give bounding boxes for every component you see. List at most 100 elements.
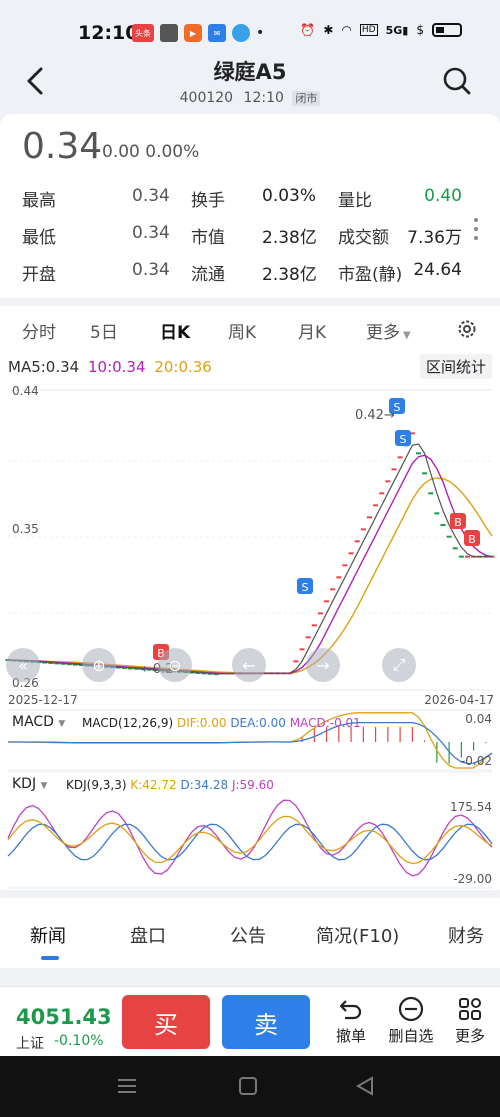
zoom-in-icon[interactable]: ⊕ xyxy=(82,648,116,682)
period-tabs: 分时 5日 日K 周K 月K 更多 ▼ xyxy=(0,300,500,350)
stat-value: 0.34 xyxy=(132,223,170,243)
kdj-k: K:42.72 xyxy=(130,778,177,792)
candle xyxy=(348,552,354,555)
tab-orderbook[interactable]: 盘口 xyxy=(130,926,166,947)
tab-5day[interactable]: 5日 xyxy=(90,323,118,343)
stats-row: 最高 0.34 换手 0.03% 量比 0.40 xyxy=(22,186,472,223)
tab-daily-k[interactable]: 日K xyxy=(160,323,191,343)
stat-label: 市值 xyxy=(191,228,225,248)
candle xyxy=(360,528,366,531)
scroll-start-icon[interactable]: « xyxy=(6,648,40,682)
tab-financials[interactable]: 财务 xyxy=(448,926,484,947)
signal-s-marker[interactable]: S xyxy=(389,398,405,414)
candle xyxy=(342,564,348,567)
candle xyxy=(354,540,360,543)
current-price: 0.34 xyxy=(22,126,103,167)
candle xyxy=(391,468,397,471)
macd-values: MACD(12,26,9) DIF:0.00 DEA:0.00 MACD:-0.… xyxy=(82,716,361,730)
candle xyxy=(440,524,446,526)
candle xyxy=(293,660,299,663)
kdj-values: KDJ(9,3,3) K:42.72 D:34.28 J:59.60 xyxy=(66,778,274,792)
mail-icon: ✉ xyxy=(208,24,226,42)
index-value: 4051.43 xyxy=(16,1005,112,1029)
status-time: 12:10 xyxy=(78,22,139,44)
kdj-selector[interactable]: KDJ ▼ xyxy=(12,776,47,792)
signal-s-marker[interactable]: S xyxy=(297,578,313,594)
macd-value: MACD:-0.01 xyxy=(289,716,361,730)
tab-monthly-k[interactable]: 月K xyxy=(298,323,327,343)
signal-s-marker[interactable]: S xyxy=(395,430,411,446)
kdj-j: J:59.60 xyxy=(231,778,274,792)
y-tick-high: 0.44 xyxy=(12,384,39,398)
candle xyxy=(317,612,323,615)
notification-icons: 头条 ▶ ✉ • xyxy=(132,24,264,42)
candle xyxy=(464,555,470,558)
cancel-order-label: 撤单 xyxy=(335,1027,366,1045)
candle xyxy=(379,492,385,495)
svg-text:S: S xyxy=(302,581,309,594)
chevron-down-icon: ▼ xyxy=(403,330,411,341)
candle xyxy=(305,636,311,639)
search-icon[interactable] xyxy=(442,66,472,96)
stat-label: 最高 xyxy=(22,191,56,211)
scroll-right-icon[interactable]: → xyxy=(306,648,340,682)
back-nav-icon[interactable] xyxy=(355,1076,373,1096)
recent-apps-icon[interactable] xyxy=(118,1079,136,1093)
range-stats-button[interactable]: 区间统计 xyxy=(419,354,492,379)
stock-title: 绿庭A5 xyxy=(213,60,287,84)
signal-b-marker[interactable]: B xyxy=(450,513,466,529)
stats-row: 开盘 0.34 流通 2.38亿 市盈(静) 24.64 xyxy=(22,260,472,297)
tab-announcements[interactable]: 公告 xyxy=(230,926,266,947)
scroll-left-icon[interactable]: ← xyxy=(232,648,266,682)
cancel-order-button[interactable]: 撤单 xyxy=(323,995,379,1046)
max-price-value: 0.42 xyxy=(355,408,384,423)
zoom-out-icon[interactable]: ⊖ xyxy=(158,648,192,682)
quote-stats: 最高 0.34 换手 0.03% 量比 0.40 最低 0.34 市值 2.38… xyxy=(22,186,472,297)
macd-selector[interactable]: MACD ▼ xyxy=(12,714,65,730)
sell-button[interactable]: 卖 xyxy=(222,995,310,1049)
tab-more[interactable]: 更多 ▼ xyxy=(366,318,411,343)
kdj-d-line xyxy=(7,823,493,861)
kline-chart[interactable]: MA5:0.34 10:0.34 20:0.36 区间统计 S S S B B … xyxy=(0,350,500,890)
kdj-params: KDJ(9,3,3) xyxy=(66,778,127,792)
tab-weekly-k[interactable]: 周K xyxy=(228,323,257,343)
macd-bottom: -0.02 xyxy=(460,754,492,768)
hd-icon: HD xyxy=(359,24,378,36)
more-dot-icon: • xyxy=(256,25,265,41)
price-change: 0.00 0.00% xyxy=(102,142,200,162)
buy-button[interactable]: 买 xyxy=(122,995,210,1049)
stat-label: 成交额 xyxy=(338,228,389,248)
signal-b-marker[interactable]: B xyxy=(464,530,480,546)
candle xyxy=(324,600,330,603)
kdj-d: D:34.28 xyxy=(180,778,229,792)
candle xyxy=(458,555,464,558)
stat-label: 流通 xyxy=(191,265,225,285)
candle xyxy=(446,535,452,538)
tab-more-label: 更多 xyxy=(366,323,400,343)
max-price-label: 0.42→ xyxy=(355,408,395,423)
fullscreen-icon[interactable]: ⤢ xyxy=(382,648,416,682)
remove-watchlist-button[interactable]: 删自选 xyxy=(383,995,439,1046)
kdj-name: KDJ xyxy=(12,776,37,792)
stat-label: 开盘 xyxy=(22,265,56,285)
kdj-k-line xyxy=(7,815,493,865)
stat-label: 市盈(静) xyxy=(338,265,403,285)
kline-svg: S S S B B B xyxy=(5,389,495,889)
candle-group xyxy=(5,432,495,676)
tab-news[interactable]: 新闻 xyxy=(30,926,66,947)
quote-panel: 0.34 0.00 0.00% 最高 0.34 换手 0.03% 量比 0.40… xyxy=(0,114,500,298)
more-actions-button[interactable]: 更多 xyxy=(442,995,498,1046)
tab-intraday[interactable]: 分时 xyxy=(22,323,56,343)
more-stats-icon[interactable] xyxy=(474,218,480,245)
bluetooth-icon: ✱ xyxy=(323,23,334,37)
remove-watchlist-label: 删自选 xyxy=(388,1027,434,1045)
undo-icon xyxy=(339,1000,362,1020)
home-icon[interactable] xyxy=(239,1077,257,1095)
back-arrow-icon[interactable] xyxy=(24,66,46,96)
candle xyxy=(366,516,372,519)
macd-dif: DIF:0.00 xyxy=(176,716,227,730)
candle xyxy=(434,512,440,515)
tab-f10[interactable]: 简况(F10) xyxy=(316,926,400,947)
gear-icon[interactable] xyxy=(456,318,478,340)
chevron-down-icon: ▼ xyxy=(40,781,48,791)
